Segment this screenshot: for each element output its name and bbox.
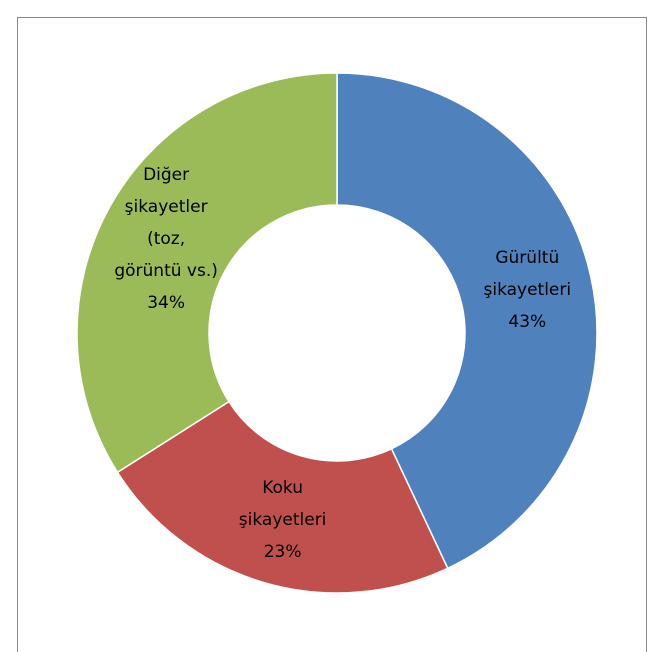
value-label: 43% bbox=[508, 312, 547, 333]
category-label: Gürültü şikayetleri bbox=[483, 248, 572, 301]
donut-slice bbox=[76, 72, 338, 474]
category-label: Koku şikayetleri bbox=[238, 478, 327, 531]
category-label: Diğer şikayetler (toz, görüntü vs.) bbox=[114, 165, 218, 282]
slice-label: Gürültü şikayetleri 43% bbox=[475, 242, 579, 338]
value-label: 34% bbox=[147, 293, 185, 314]
slice-label: Koku şikayetleri 23% bbox=[231, 472, 335, 568]
donut-slice bbox=[116, 400, 449, 594]
donut-slice bbox=[336, 72, 598, 570]
value-label: 23% bbox=[263, 542, 302, 563]
slice-label: Diğer şikayetler (toz, görüntü vs.) 34% bbox=[114, 159, 218, 319]
